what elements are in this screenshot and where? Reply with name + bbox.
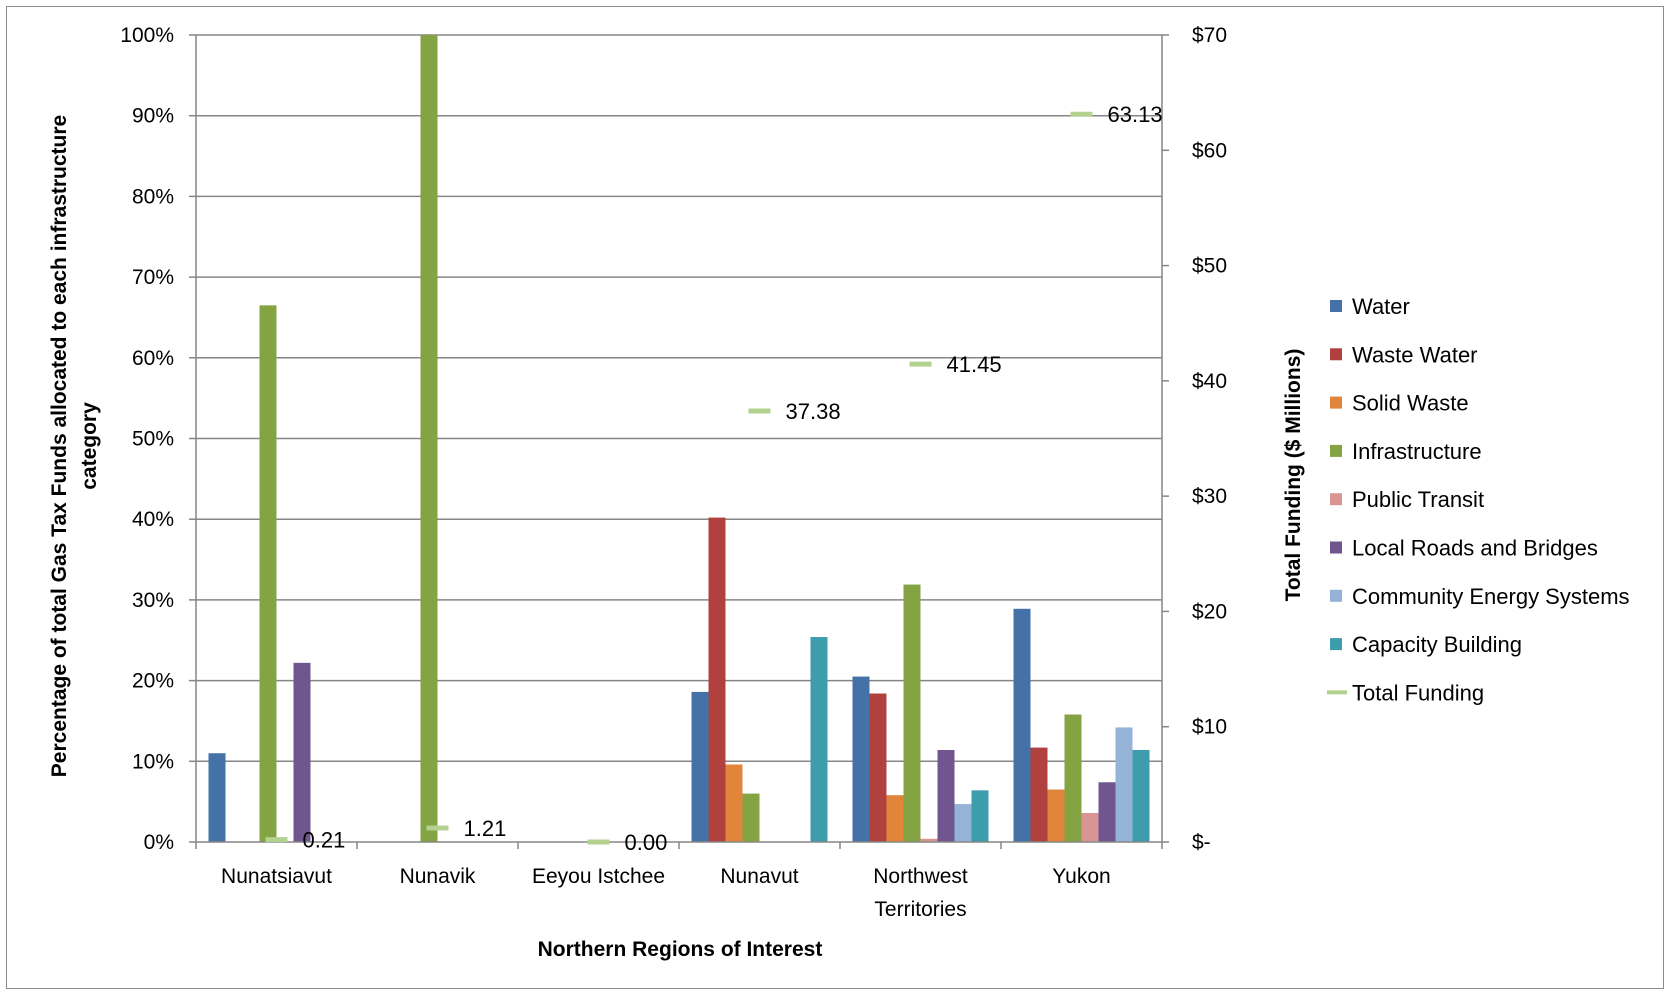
bar-waste-water [1030, 747, 1048, 842]
legend-swatch [1330, 444, 1342, 457]
legend: Water Waste Water Solid Waste Infrastructur… [1327, 294, 1630, 705]
bar-water [208, 753, 226, 842]
left-axis-title-line-1: Percentage of total Gas Tax Funds alloca… [48, 115, 71, 777]
legend-swatch [1330, 493, 1342, 506]
left-tick-label: 20% [132, 670, 174, 693]
left-tick-label: 80% [132, 185, 174, 208]
total-funding-data-label: 0.00 [625, 830, 668, 855]
legend-label: Infrastructure [1352, 439, 1482, 464]
total-funding-data-label: 37.38 [786, 399, 841, 424]
right-tick-label: $50 [1192, 255, 1227, 278]
legend-label: Capacity Building [1352, 632, 1522, 657]
bar-water [1013, 608, 1031, 842]
legend-label: Water [1352, 294, 1410, 319]
legend-label: Community Energy Systems [1352, 584, 1630, 609]
right-tick-label: $10 [1192, 716, 1227, 739]
bar-infrastructure [742, 793, 760, 842]
left-axis-ticks: 0% 10% 20% 30% 40% 50% 60% 70% 80% 90% 100% [120, 24, 196, 854]
legend-label: Waste Water [1352, 342, 1478, 367]
x-tick-label: Eeyou Istchee [532, 865, 665, 888]
bar-water [691, 691, 709, 842]
bar-community-energy-systems [954, 804, 972, 842]
x-tick-label: Yukon [1052, 865, 1110, 888]
total-funding-markers: 0.21 1.21 0.00 37.38 41.45 63.13 [265, 102, 1163, 855]
legend-swatch [1330, 396, 1342, 409]
right-tick-label: $60 [1192, 139, 1227, 162]
x-tick-label: Nunatsiavut [221, 865, 332, 888]
bar-infrastructure [1064, 714, 1082, 842]
chart-frame [6, 6, 1664, 989]
bar-infrastructure [903, 584, 921, 842]
right-axis-ticks: $- $10 $20 $30 $40 $50 $60 $70 [1162, 24, 1227, 854]
legend-swatch [1330, 541, 1342, 554]
left-tick-label: 30% [132, 589, 174, 612]
x-axis-tick-labels: Nunatsiavut Nunavik Eeyou Istchee Nunavut No… [221, 865, 1111, 921]
right-tick-label: $- [1192, 831, 1211, 854]
legend-label: Local Roads and Bridges [1352, 536, 1598, 561]
legend-swatch [1330, 589, 1342, 602]
bar-solid-waste [886, 795, 904, 842]
bar-infrastructure [259, 305, 277, 843]
x-tick-label: Territories [874, 898, 966, 921]
bar-capacity-building [1132, 750, 1150, 842]
left-tick-label: 40% [132, 508, 174, 531]
gridlines [196, 34, 1162, 763]
bar-solid-waste [725, 764, 743, 842]
bar-capacity-building [810, 637, 828, 842]
right-tick-label: $40 [1192, 370, 1227, 393]
legend-label: Public Transit [1352, 487, 1484, 512]
bar-local-roads-and-bridges [937, 750, 955, 842]
x-axis-title: Northern Regions of Interest [538, 938, 823, 961]
bar-community-energy-systems [1115, 727, 1133, 842]
legend-swatch [1330, 638, 1342, 651]
bar-capacity-building [971, 790, 989, 842]
bar-public-transit [920, 838, 938, 842]
x-tick-label: Nunavik [400, 865, 476, 888]
left-tick-label: 90% [132, 105, 174, 128]
left-tick-label: 50% [132, 428, 174, 451]
bars [208, 35, 1150, 843]
legend-swatch [1330, 300, 1342, 312]
bar-water [852, 676, 870, 842]
right-axis-title: Total Funding ($ Millions) [1282, 349, 1305, 602]
bar-local-roads-and-bridges [1098, 782, 1116, 842]
bar-public-transit [1081, 812, 1099, 842]
left-axis-title-line-2: category [78, 402, 101, 490]
left-tick-label: 70% [132, 266, 174, 289]
bar-infrastructure [420, 35, 438, 842]
left-tick-label: 10% [132, 750, 174, 773]
left-tick-label: 100% [120, 24, 174, 47]
x-tick-label: Nunavut [720, 865, 798, 888]
bar-waste-water [708, 517, 726, 842]
bar-waste-water [869, 693, 887, 842]
total-funding-data-label: 1.21 [464, 816, 507, 841]
x-tick-label: Northwest [873, 865, 968, 888]
bar-solid-waste [1047, 789, 1065, 842]
left-tick-label: 60% [132, 347, 174, 370]
bar-local-roads-and-bridges [293, 662, 311, 842]
right-tick-label: $30 [1192, 485, 1227, 508]
right-tick-label: $20 [1192, 600, 1227, 623]
legend-label: Total Funding [1352, 680, 1484, 705]
total-funding-data-label: 63.13 [1108, 102, 1163, 127]
total-funding-data-label: 0.21 [303, 828, 346, 853]
legend-swatch [1330, 348, 1342, 361]
legend-label: Solid Waste [1352, 391, 1469, 416]
right-tick-label: $70 [1192, 24, 1227, 47]
total-funding-data-label: 41.45 [947, 352, 1002, 377]
left-tick-label: 0% [144, 831, 174, 854]
